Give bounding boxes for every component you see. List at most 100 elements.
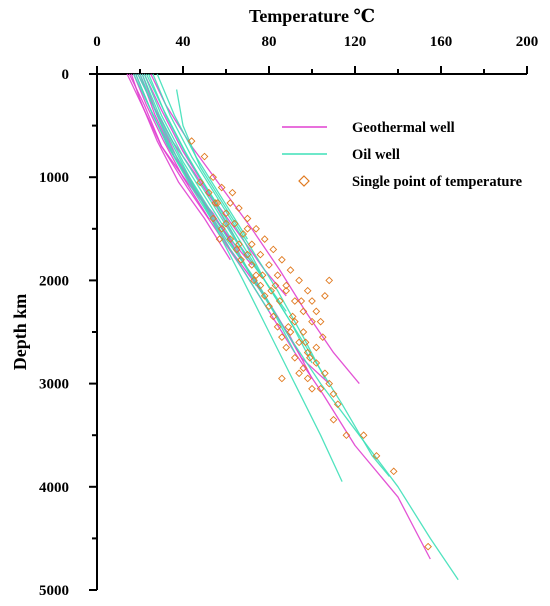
data-point: [342, 431, 351, 440]
data-point: [204, 188, 213, 197]
data-point: [271, 281, 280, 290]
data-point: [389, 467, 398, 476]
data-point: [217, 224, 226, 233]
data-point: [312, 343, 321, 352]
data-point: [299, 328, 308, 336]
legend-label: Single point of temperature: [352, 174, 523, 190]
legend: Geothermal well Oil well Single point of t…: [282, 120, 523, 190]
data-point: [256, 281, 265, 290]
data-point: [303, 286, 312, 295]
x-tick-label: 80: [262, 34, 277, 50]
data-point: [308, 317, 316, 326]
legend-label: Geothermal well: [352, 120, 455, 136]
data-point: [282, 343, 291, 352]
data-point: [256, 250, 265, 259]
x-tick-label: 160: [430, 34, 453, 50]
data-point: [222, 209, 230, 218]
x-axis-title: Temperature ℃: [249, 6, 375, 26]
series-line: [133, 73, 270, 312]
data-point: [215, 235, 224, 243]
data-point: [239, 230, 248, 238]
y-tick-label: 3000: [39, 377, 69, 393]
data-point: [265, 302, 273, 311]
series-line: [143, 73, 287, 297]
data-point: [299, 307, 308, 316]
y-axis-title: Depth km: [10, 294, 30, 371]
series-layer: [126, 73, 459, 581]
data-point: [213, 199, 222, 207]
data-point: [299, 364, 308, 372]
data-point: [209, 173, 217, 182]
data-point: [267, 286, 275, 295]
series-line: [139, 73, 313, 379]
data-point: [230, 219, 239, 228]
data-point: [325, 379, 334, 388]
data-point: [252, 271, 260, 280]
series-line: [152, 73, 287, 312]
y-tick-label: 2000: [39, 273, 69, 289]
data-point: [247, 261, 256, 269]
data-point: [247, 240, 256, 249]
data-point: [329, 415, 338, 424]
data-point: [260, 235, 269, 243]
data-point: [278, 333, 286, 341]
data-point: [250, 276, 258, 285]
data-point: [260, 292, 269, 300]
data-point: [209, 214, 217, 223]
data-point: [235, 204, 243, 212]
data-point: [359, 431, 368, 440]
x-tick-label: 200: [516, 34, 539, 50]
series-line: [135, 73, 459, 581]
data-point: [301, 338, 310, 347]
y-tick-label: 0: [62, 67, 70, 83]
data-point: [303, 374, 312, 383]
data-point: [226, 199, 235, 207]
data-point: [269, 245, 278, 254]
data-point: [303, 348, 312, 357]
data-point: [295, 369, 303, 378]
data-point: [282, 286, 291, 295]
data-point: [273, 271, 282, 280]
data-point: [228, 188, 237, 197]
data-point: [232, 245, 241, 254]
y-tick-label: 1000: [39, 170, 69, 186]
data-point: [269, 312, 278, 321]
axes: 0 40 80 120 160 200010002000300040005000Tempe…: [10, 6, 538, 599]
series-line: [137, 73, 296, 353]
data-point: [290, 297, 299, 305]
data-point: [321, 369, 329, 378]
data-point: [284, 323, 293, 331]
data-point: [372, 452, 381, 460]
data-point: [187, 137, 196, 145]
data-point: [312, 307, 321, 316]
data-point: [316, 384, 325, 393]
data-point: [211, 199, 220, 207]
data-point: [318, 333, 327, 341]
data-point: [286, 328, 295, 336]
data-point: [278, 255, 286, 264]
data-point: [308, 297, 316, 305]
data-point: [258, 271, 267, 280]
data-point: [273, 323, 282, 331]
x-tick-label: 40: [176, 34, 191, 50]
series-line: [145, 73, 249, 261]
data-point: [235, 240, 243, 249]
data-point: [288, 312, 297, 321]
data-point: [243, 250, 252, 259]
data-point: [196, 178, 205, 187]
series-line: [156, 73, 249, 240]
series-line: [132, 73, 210, 219]
data-point: [306, 353, 314, 362]
data-point: [295, 276, 303, 285]
data-point: [333, 400, 342, 409]
data-point: [308, 384, 316, 393]
data-point: [325, 276, 334, 285]
data-point: [316, 317, 325, 326]
data-point: [290, 353, 299, 362]
x-tick-label: 120: [344, 34, 367, 50]
data-point: [243, 214, 252, 223]
series-line: [139, 73, 343, 482]
data-point: [286, 266, 295, 274]
data-point: [329, 390, 338, 398]
legend-swatch: [298, 175, 310, 187]
